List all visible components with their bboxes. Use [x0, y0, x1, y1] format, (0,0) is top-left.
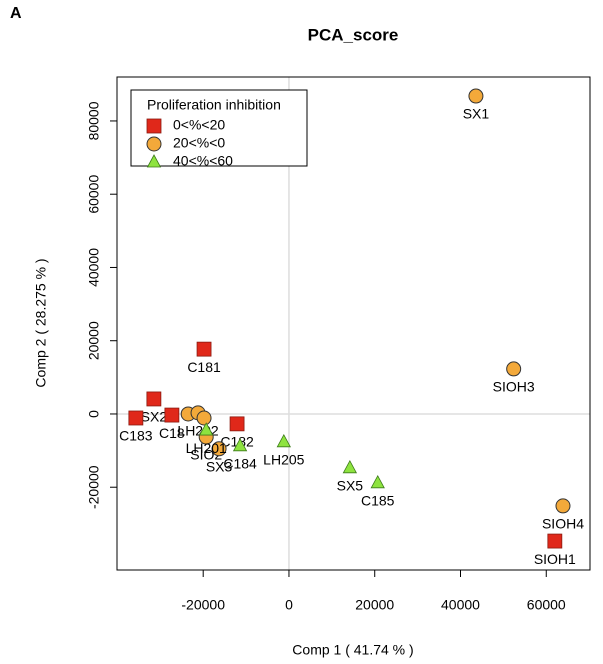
legend-swatch — [146, 118, 162, 134]
y-axis-label: Comp 2 ( 28.275 % ) — [33, 258, 49, 387]
point-label: SX2 — [141, 409, 168, 425]
point — [506, 361, 522, 377]
x-tick-label: -20000 — [181, 597, 225, 613]
x-tick-label: 20000 — [355, 597, 394, 613]
legend-title: Proliferation inhibition — [147, 97, 281, 113]
legend-swatch — [146, 136, 162, 152]
point — [547, 533, 563, 549]
point-label: C185 — [361, 493, 395, 509]
point-label: SX1 — [463, 106, 490, 122]
x-tick-label: 40000 — [441, 597, 480, 613]
point-label: LH205 — [263, 452, 304, 468]
point — [370, 474, 385, 489]
point — [468, 88, 484, 104]
x-tick-label: 0 — [285, 597, 293, 613]
legend-label: 0<%<20 — [173, 117, 225, 133]
point — [276, 433, 291, 448]
point-label: C183 — [119, 428, 153, 444]
point-label: C184 — [223, 456, 257, 472]
point-label: C181 — [187, 359, 221, 375]
point — [196, 341, 212, 357]
legend-label: 20<%<0 — [173, 135, 225, 151]
panel-label: A — [10, 5, 22, 22]
y-tick-label: 20000 — [86, 321, 102, 360]
point-label: SIOH3 — [493, 379, 535, 395]
point-label: SIOH1 — [534, 551, 576, 567]
point — [555, 498, 571, 514]
legend-label: 40<%<60 — [173, 153, 233, 169]
point — [164, 407, 180, 423]
point-label: C182 — [220, 434, 254, 450]
y-tick-label: 0 — [86, 410, 102, 418]
y-tick-label: 80000 — [86, 101, 102, 140]
point-label: SX5 — [337, 478, 364, 494]
x-tick-label: 60000 — [527, 597, 566, 613]
y-tick-label: 40000 — [86, 248, 102, 287]
point-label: C18 — [159, 425, 185, 441]
point — [128, 410, 144, 426]
point — [196, 410, 212, 426]
chart-title: PCA_score — [308, 25, 399, 44]
point-label: SIOH4 — [542, 516, 584, 532]
x-axis-label: Comp 1 ( 41.74 % ) — [292, 642, 413, 658]
legend-swatch — [146, 154, 162, 168]
point-label: SX3 — [206, 458, 233, 474]
y-tick-label: -20000 — [86, 465, 102, 509]
y-tick-label: 60000 — [86, 175, 102, 214]
plot-frame — [116, 76, 591, 571]
point — [229, 416, 245, 432]
point — [232, 437, 248, 452]
point — [146, 391, 162, 407]
point-label: LH201 — [186, 440, 227, 456]
point — [211, 441, 227, 457]
point — [199, 422, 214, 436]
point — [342, 459, 358, 474]
